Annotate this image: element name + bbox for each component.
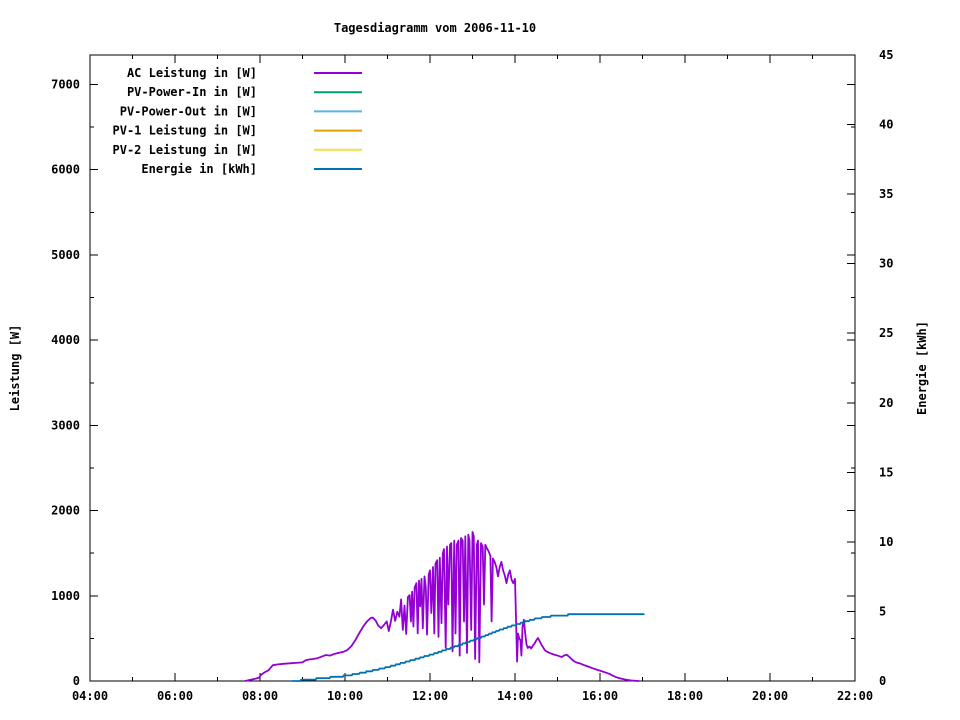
x-tick-label: 14:00 bbox=[497, 689, 533, 703]
y-left-tick-label: 0 bbox=[73, 674, 80, 688]
y-left-tick-label: 5000 bbox=[51, 248, 80, 262]
y-left-tick-label: 6000 bbox=[51, 163, 80, 177]
x-tick-label: 20:00 bbox=[752, 689, 788, 703]
x-tick-label: 22:00 bbox=[837, 689, 873, 703]
y-right-tick-label: 30 bbox=[879, 257, 893, 271]
y-right-tick-label: 25 bbox=[879, 326, 893, 340]
y-right-tick-label: 10 bbox=[879, 535, 893, 549]
y-left-tick-label: 7000 bbox=[51, 78, 80, 92]
y-right-tick-label: 15 bbox=[879, 465, 893, 479]
y-axis-label-right: Energie [kWh] bbox=[915, 321, 929, 415]
x-tick-label: 12:00 bbox=[412, 689, 448, 703]
series-curve-ac-leistung-in-w bbox=[244, 531, 640, 682]
legend-label: PV-Power-Out in [W] bbox=[120, 104, 257, 118]
x-tick-label: 08:00 bbox=[242, 689, 278, 703]
x-tick-label: 06:00 bbox=[157, 689, 193, 703]
y-right-tick-label: 0 bbox=[879, 674, 886, 688]
y-right-tick-label: 45 bbox=[879, 48, 893, 62]
legend-label: AC Leistung in [W] bbox=[127, 66, 257, 80]
x-tick-label: 16:00 bbox=[582, 689, 618, 703]
y-left-tick-label: 4000 bbox=[51, 333, 80, 347]
legend-label: PV-2 Leistung in [W] bbox=[113, 143, 258, 157]
x-tick-label: 04:00 bbox=[72, 689, 108, 703]
y-right-tick-label: 5 bbox=[879, 604, 886, 618]
x-tick-label: 10:00 bbox=[327, 689, 363, 703]
y-left-tick-label: 3000 bbox=[51, 418, 80, 432]
chart-title: Tagesdiagramm vom 2006-11-10 bbox=[333, 21, 537, 35]
y-left-tick-label: 2000 bbox=[51, 504, 80, 518]
y-left-tick-label: 1000 bbox=[51, 589, 80, 603]
legend-label: PV-Power-In in [W] bbox=[127, 85, 257, 99]
x-tick-label: 18:00 bbox=[667, 689, 703, 703]
y-right-tick-label: 20 bbox=[879, 396, 893, 410]
series-curve-energie-in-kwh bbox=[290, 613, 645, 682]
y-axis-label-left: Leistung [W] bbox=[8, 324, 22, 412]
legend-label: PV-1 Leistung in [W] bbox=[113, 124, 258, 138]
y-right-tick-label: 40 bbox=[879, 118, 893, 132]
y-right-tick-label: 35 bbox=[879, 187, 893, 201]
legend-label: Energie in [kWh] bbox=[141, 162, 257, 176]
